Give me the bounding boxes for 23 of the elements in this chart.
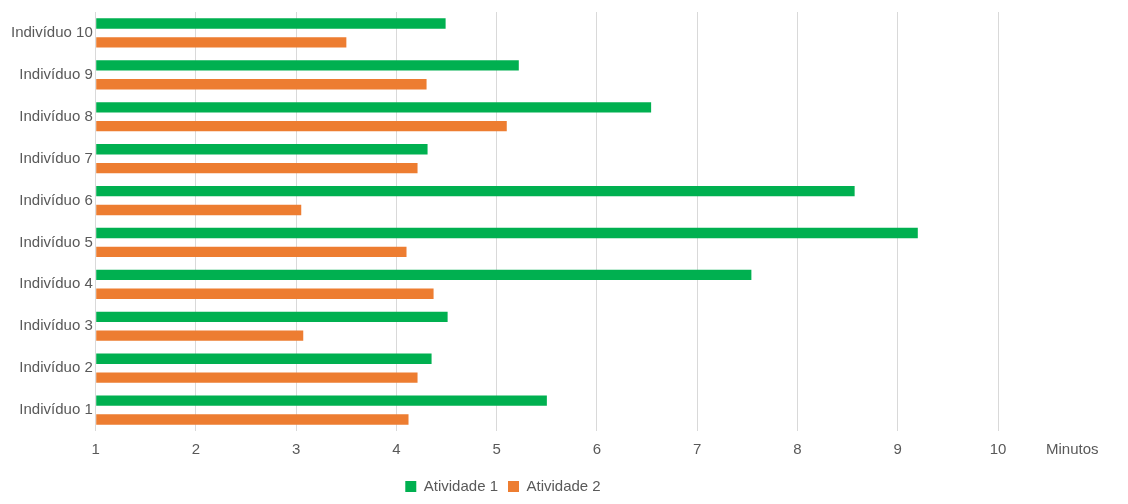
x-tick-label: 4 (392, 440, 401, 458)
y-tick-label: Indivíduo 4 (19, 274, 93, 292)
y-tick-label: Indivíduo 5 (19, 232, 93, 250)
y-tick-label: Indivíduo 8 (19, 106, 93, 124)
y-tick-label: Indivíduo 7 (19, 148, 93, 166)
x-tick-label: 2 (191, 440, 201, 458)
x-tick-label: 10 (989, 440, 1007, 458)
legend-label: Atividade 2 (526, 476, 601, 494)
y-tick-label: Indivíduo 2 (19, 358, 93, 376)
y-tick-label: Indivíduo 1 (19, 400, 93, 418)
y-tick-label: Indivíduo 9 (19, 64, 93, 82)
x-tick-label: 1 (91, 440, 100, 458)
y-tick-label: Indivíduo 10 (11, 23, 93, 41)
y-tick-label: Indivíduo 6 (19, 190, 93, 208)
x-tick-label: 7 (693, 440, 702, 458)
x-tick-label: 6 (592, 440, 602, 458)
x-tick-label: 8 (793, 440, 802, 458)
x-tick-label: 5 (492, 440, 501, 458)
legend-label: Atividade 1 (423, 476, 498, 494)
x-tick-label: 3 (292, 440, 301, 458)
y-tick-label: Indivíduo 3 (19, 316, 93, 334)
x-axis-title: Minutos (1046, 440, 1099, 458)
x-tick-label: 9 (893, 440, 902, 458)
